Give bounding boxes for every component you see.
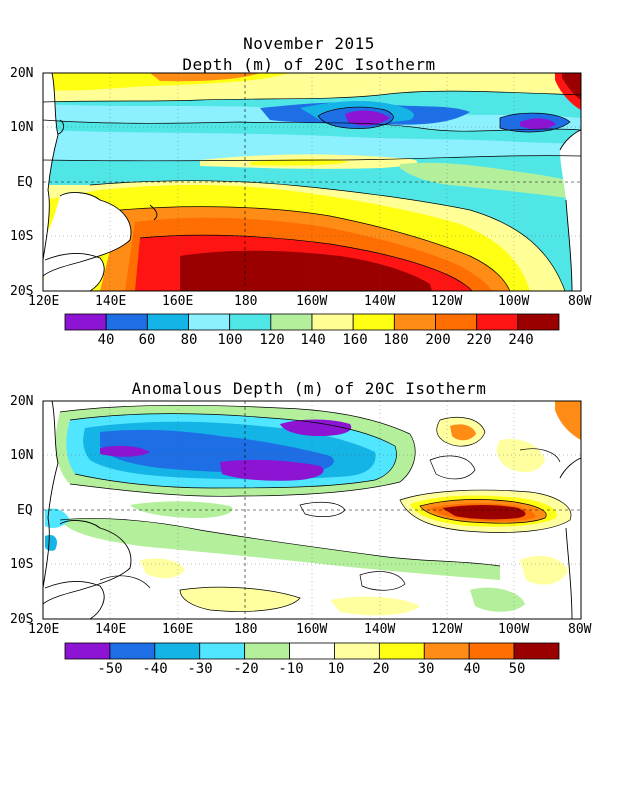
colorbar-label: 160 (342, 332, 368, 348)
colorbar-swatch (378, 642, 425, 660)
x-tick-label: 120W (431, 622, 463, 637)
panel1-colorbar (64, 313, 560, 331)
x-tick-label: 160E (162, 622, 194, 637)
x-tick-label: 80W (568, 622, 592, 637)
colorbar-label: 120 (259, 332, 285, 348)
anomaly-map-panel (43, 401, 581, 619)
y-tick-label: 20N (10, 66, 34, 81)
x-tick-label: 160W (296, 294, 328, 309)
x-tick-label: 120W (431, 294, 463, 309)
colorbar-swatch (270, 313, 313, 331)
y-tick-label: EQ (17, 503, 33, 518)
colorbar-swatch (334, 642, 380, 660)
x-tick-label: 160E (162, 294, 194, 309)
colorbar-swatch (199, 642, 246, 660)
panel1-title: Depth (m) of 20C Isotherm (182, 55, 436, 74)
y-tick-label: 10N (10, 120, 34, 135)
colorbar-swatch (146, 313, 189, 331)
x-tick-label: 160W (296, 622, 328, 637)
colorbar-label: 180 (383, 332, 409, 348)
colorbar-swatch (468, 642, 515, 660)
colorbar-swatch (154, 642, 201, 660)
panel2-frame (42, 400, 582, 620)
page-title: November 2015 (243, 34, 375, 53)
y-tick-label: 10S (10, 557, 34, 572)
colorbar-label: 60 (138, 332, 156, 348)
colorbar-swatch (517, 313, 560, 331)
colorbar-swatch (64, 642, 111, 660)
y-tick-label: 20S (10, 612, 34, 627)
colorbar-swatch (423, 642, 470, 660)
y-tick-label: 10N (10, 448, 34, 463)
colorbar-label: 10 (327, 661, 345, 677)
x-tick-label: 100W (498, 294, 530, 309)
y-tick-label: EQ (17, 175, 33, 190)
colorbar-label: 40 (97, 332, 115, 348)
colorbar-label: -30 (187, 661, 213, 677)
x-tick-label: 140W (364, 622, 396, 637)
colorbar-swatch (289, 642, 335, 660)
y-tick-label: 10S (10, 229, 34, 244)
colorbar-swatch (64, 313, 107, 331)
colorbar-swatch (311, 313, 354, 331)
colorbar-label: 200 (425, 332, 451, 348)
colorbar-label: 50 (508, 661, 526, 677)
colorbar-swatch (105, 313, 148, 331)
panel2-minor-gridlines (43, 401, 581, 619)
colorbar-label: 100 (217, 332, 243, 348)
colorbar-swatch (435, 313, 478, 331)
colorbar-label: 240 (508, 332, 534, 348)
colorbar-swatch (352, 313, 395, 331)
colorbar-swatch (393, 313, 436, 331)
colorbar-swatch (109, 642, 156, 660)
x-tick-label: 100W (498, 622, 530, 637)
panel2-gridlines (43, 401, 581, 619)
colorbar-label: 80 (180, 332, 198, 348)
x-tick-label: 120E (28, 294, 60, 309)
colorbar-label: 40 (463, 661, 481, 677)
colorbar-swatch (229, 313, 272, 331)
colorbar-label: -20 (233, 661, 259, 677)
x-tick-label: 80W (568, 294, 592, 309)
colorbar-swatch (476, 313, 519, 331)
panel2-colorbar (64, 642, 560, 660)
x-tick-label: 140E (95, 294, 127, 309)
y-tick-label: 20N (10, 394, 34, 409)
x-tick-label: 140E (95, 622, 127, 637)
x-tick-label: 120E (28, 622, 60, 637)
x-tick-label: 180 (234, 622, 258, 637)
colorbar-label: 30 (417, 661, 435, 677)
colorbar-label: -50 (97, 661, 123, 677)
colorbar-label: 140 (300, 332, 326, 348)
panel1-frame (42, 72, 582, 292)
colorbar-label: -10 (278, 661, 304, 677)
colorbar-label: 20 (372, 661, 390, 677)
colorbar-swatch (188, 313, 231, 331)
colorbar-label: 220 (466, 332, 492, 348)
y-tick-label: 20S (10, 284, 34, 299)
panel1-gridlines (43, 73, 581, 291)
panel2-title: Anomalous Depth (m) of 20C Isotherm (131, 379, 487, 398)
panel1-minor-gridlines (43, 73, 581, 291)
colorbar-swatch (513, 642, 560, 660)
colorbar-swatch (244, 642, 290, 660)
colorbar-label: -40 (142, 661, 168, 677)
x-tick-label: 180 (234, 294, 258, 309)
x-tick-label: 140W (364, 294, 396, 309)
